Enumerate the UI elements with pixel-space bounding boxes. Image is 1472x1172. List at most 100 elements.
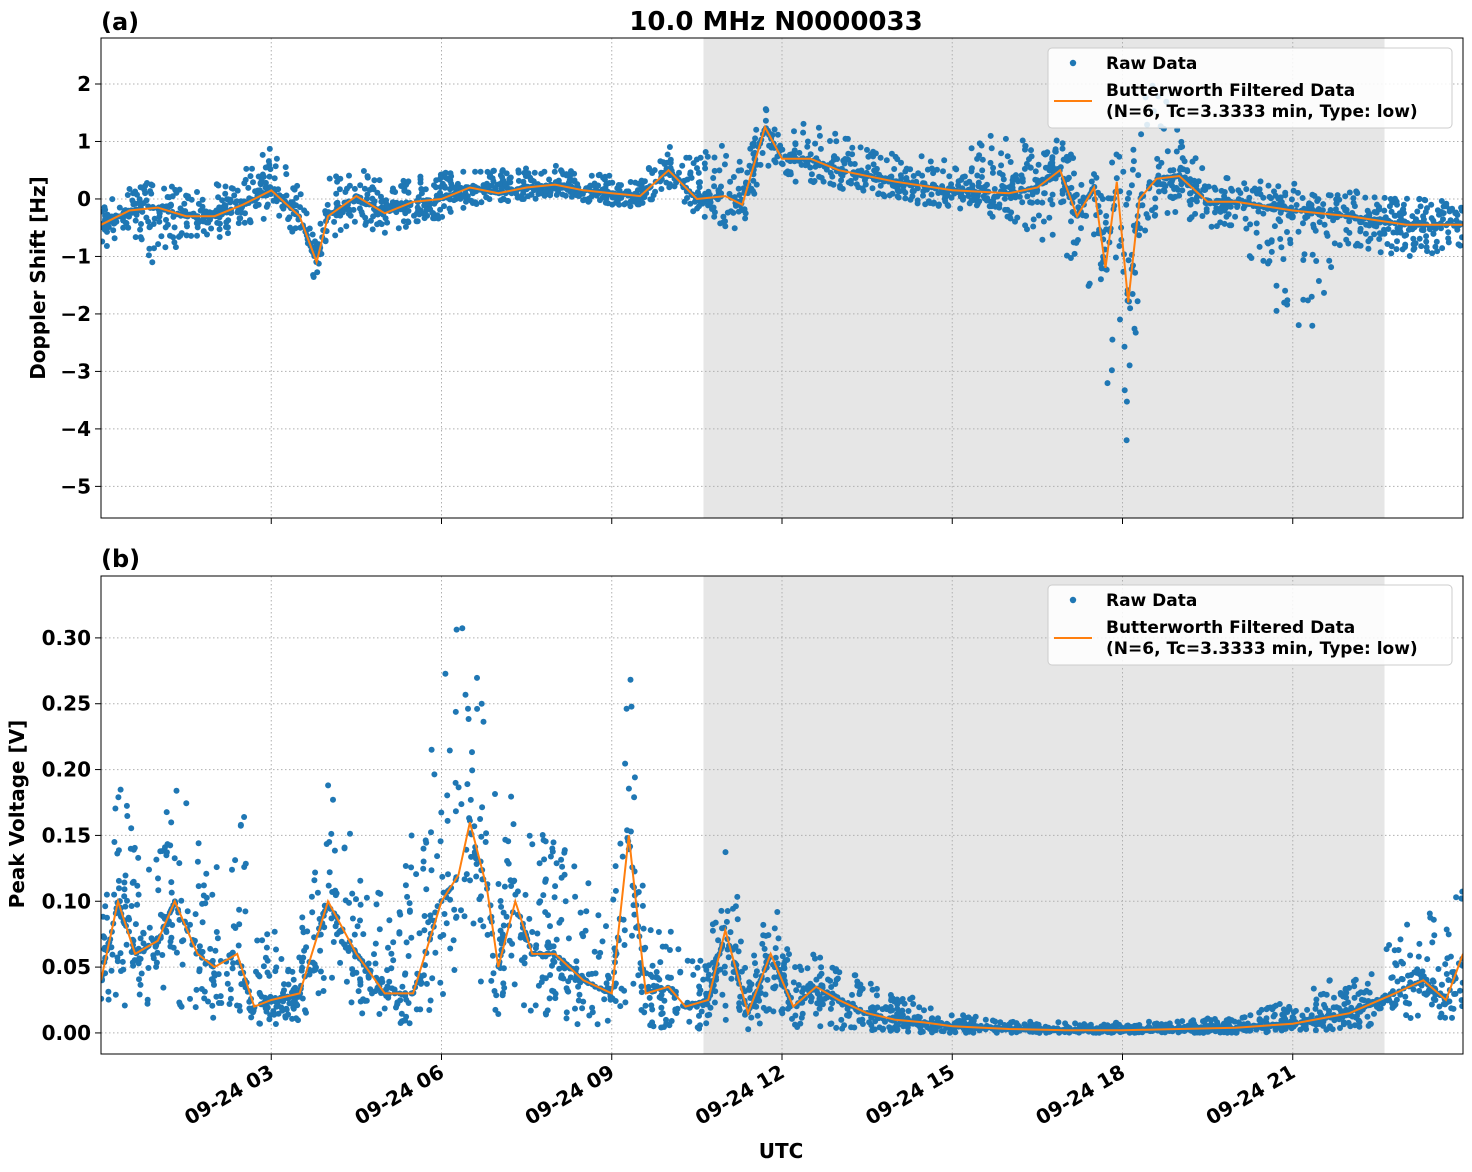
- raw-data-point: [402, 223, 409, 230]
- raw-data-point: [1330, 217, 1337, 224]
- raw-data-point: [737, 938, 744, 945]
- raw-data-point: [817, 954, 824, 961]
- raw-data-point: [156, 218, 163, 225]
- raw-data-point: [695, 179, 702, 186]
- raw-data-point: [234, 209, 241, 216]
- raw-data-point: [330, 796, 336, 803]
- raw-data-point: [273, 1003, 280, 1010]
- raw-data-point: [1375, 206, 1382, 213]
- raw-data-point: [180, 208, 187, 214]
- raw-data-point: [734, 916, 741, 923]
- raw-data-point: [1047, 196, 1054, 203]
- raw-data-point: [1201, 187, 1208, 193]
- raw-data-point: [546, 995, 553, 1002]
- raw-data-point: [285, 981, 292, 988]
- raw-data-point: [867, 980, 874, 987]
- raw-data-point: [879, 1006, 886, 1013]
- raw-data-point: [928, 191, 935, 198]
- raw-data-point: [452, 808, 459, 815]
- raw-data-point: [1376, 236, 1383, 242]
- raw-data-point: [351, 185, 358, 192]
- raw-data-point: [924, 166, 931, 173]
- raw-data-point: [1101, 1021, 1107, 1028]
- raw-data-point: [1052, 148, 1059, 155]
- raw-data-point: [1156, 188, 1162, 195]
- raw-data-point: [827, 138, 833, 144]
- raw-data-point: [532, 945, 539, 952]
- raw-data-point: [101, 204, 108, 211]
- raw-data-point: [627, 828, 634, 835]
- raw-data-point: [1336, 242, 1343, 249]
- raw-data-point: [507, 174, 514, 181]
- raw-data-point: [883, 157, 890, 164]
- raw-data-point: [638, 989, 645, 996]
- raw-data-point: [384, 967, 391, 974]
- raw-data-point: [869, 185, 876, 192]
- raw-data-point: [275, 186, 282, 193]
- raw-data-point: [1389, 974, 1396, 981]
- raw-data-point: [129, 879, 136, 886]
- raw-data-point: [625, 785, 632, 792]
- raw-data-point: [1408, 972, 1415, 978]
- raw-data-point: [385, 944, 391, 951]
- raw-data-point: [1414, 966, 1421, 973]
- raw-data-point: [1297, 1026, 1304, 1033]
- raw-data-point: [1029, 199, 1036, 206]
- raw-data-point: [877, 182, 884, 189]
- raw-data-point: [521, 1002, 527, 1009]
- raw-data-point: [917, 1029, 924, 1036]
- raw-data-point: [909, 188, 916, 195]
- raw-data-point: [1160, 181, 1167, 188]
- raw-data-point: [873, 165, 880, 172]
- raw-data-point: [702, 149, 709, 155]
- raw-data-point: [1420, 227, 1427, 234]
- raw-data-point: [395, 225, 402, 232]
- raw-data-point: [838, 177, 845, 184]
- raw-data-point: [1423, 238, 1430, 245]
- raw-data-point: [1352, 976, 1359, 983]
- raw-data-point: [306, 225, 313, 232]
- raw-data-point: [996, 204, 1003, 211]
- raw-data-point: [719, 991, 726, 998]
- raw-data-point: [902, 195, 909, 202]
- raw-data-point: [851, 1024, 858, 1031]
- raw-data-point: [872, 150, 879, 157]
- raw-data-point: [150, 955, 157, 962]
- raw-data-point: [262, 994, 269, 1001]
- raw-data-point: [405, 178, 412, 185]
- raw-data-point: [808, 171, 815, 178]
- raw-data-point: [252, 188, 259, 195]
- raw-data-point: [332, 232, 339, 239]
- raw-data-point: [668, 1018, 675, 1024]
- raw-data-point: [898, 159, 904, 166]
- raw-data-point: [1459, 207, 1463, 214]
- raw-data-point: [1135, 172, 1142, 179]
- raw-data-point: [1386, 942, 1393, 948]
- raw-data-point: [1086, 280, 1093, 287]
- raw-data-point: [723, 152, 730, 159]
- raw-data-point: [1212, 209, 1218, 216]
- raw-data-point: [942, 189, 949, 196]
- raw-data-point: [104, 211, 111, 218]
- raw-data-point: [827, 1005, 834, 1012]
- raw-data-point: [241, 219, 248, 226]
- raw-data-point: [935, 190, 942, 196]
- raw-data-point: [376, 177, 383, 184]
- raw-data-point: [771, 925, 778, 932]
- raw-data-point: [1104, 380, 1111, 387]
- raw-data-point: [605, 200, 611, 207]
- raw-data-point: [477, 816, 484, 822]
- raw-data-point: [102, 903, 109, 910]
- raw-data-point: [1428, 215, 1435, 222]
- raw-data-point: [832, 981, 839, 987]
- raw-data-point: [121, 893, 128, 900]
- raw-data-point: [357, 901, 364, 908]
- raw-data-point: [249, 165, 255, 172]
- raw-data-point: [1336, 196, 1343, 203]
- raw-data-point: [468, 853, 475, 860]
- raw-data-point: [902, 189, 909, 196]
- raw-data-point: [1080, 194, 1087, 201]
- raw-data-point: [1346, 218, 1353, 225]
- raw-data-point: [488, 977, 495, 984]
- raw-data-point: [260, 963, 267, 970]
